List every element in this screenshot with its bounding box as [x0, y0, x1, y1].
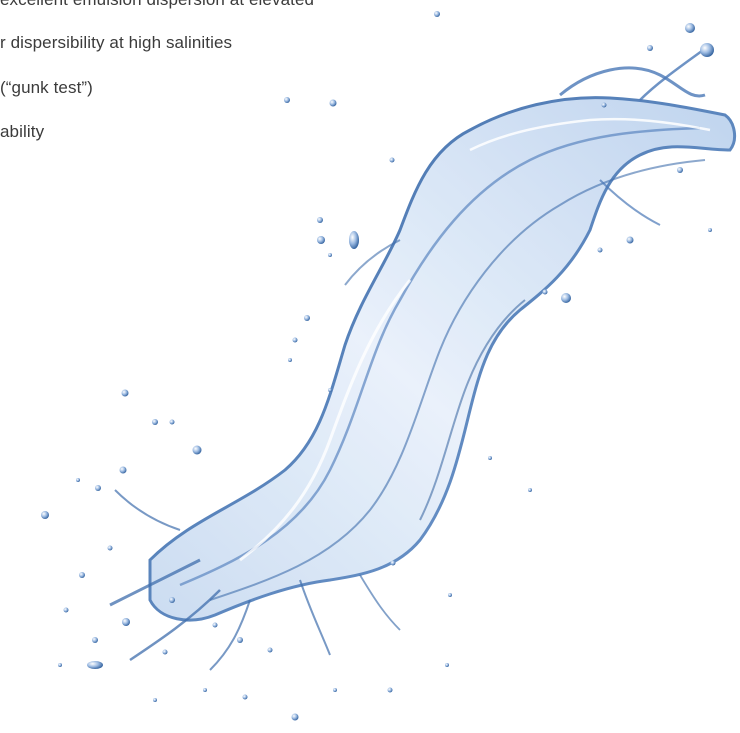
bullet-line-dispersibility: r dispersibility at high salinities	[0, 33, 233, 52]
bullet-line-gunk-test: (“gunk test”)	[0, 78, 93, 97]
splash-droplets	[41, 11, 714, 721]
bullet-line-stability: ability	[0, 122, 45, 141]
bullet-line-cropped: excellent emulsion dispersion at elevate…	[0, 0, 314, 10]
bullet-list: excellent emulsion dispersion at elevate…	[0, 0, 360, 200]
splash-body	[109, 43, 737, 671]
